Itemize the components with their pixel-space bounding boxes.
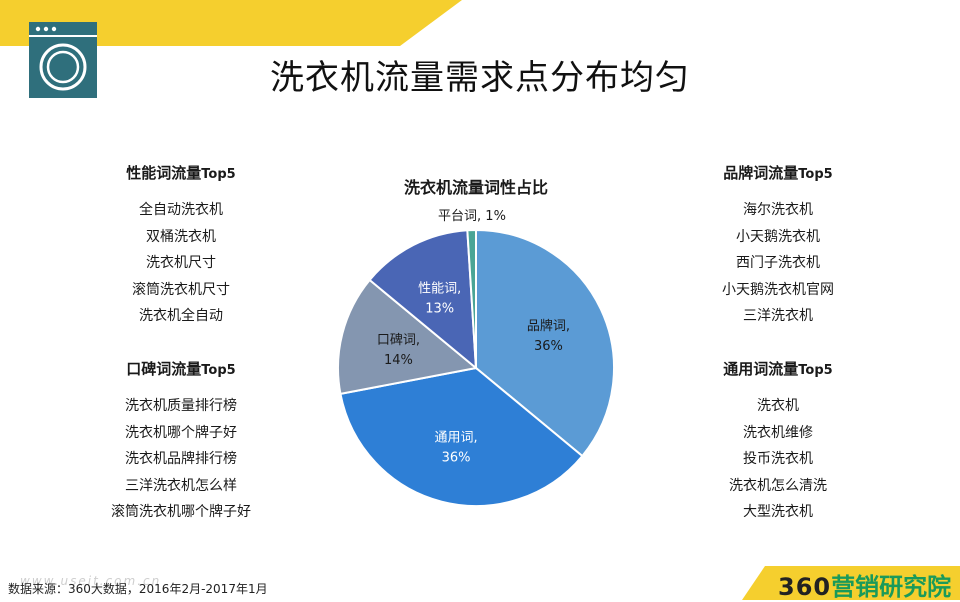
page-title: 洗衣机流量需求点分布均匀 (270, 58, 690, 98)
general-heading-suffix: Top5 (798, 363, 833, 378)
performance-heading-suffix: Top5 (201, 167, 236, 182)
list-item: 全自动洗衣机 (139, 202, 223, 218)
pie-slice-0 (475, 228, 615, 458)
chart-title: 洗衣机流量词性占比 (404, 178, 548, 197)
list-item: 洗衣机哪个牌子好 (125, 424, 237, 441)
brand-heading-suffix: Top5 (798, 167, 833, 182)
washing-machine-icon (29, 26, 97, 91)
pie-slice-4 (466, 228, 477, 369)
brand-name: 营销研究院 (831, 573, 952, 601)
list-item: 洗衣机品牌排行榜 (125, 451, 237, 467)
pie-slice-3 (368, 229, 478, 371)
list-item: 西门子洗衣机 (736, 255, 820, 271)
slice-value-label: 13% (425, 302, 454, 317)
list-item: 海尔洗衣机 (743, 202, 813, 218)
slice-category-label: 通用词, (435, 431, 478, 446)
pie-slice-2 (337, 278, 479, 396)
pie-slice-1 (339, 366, 584, 507)
list-item: 洗衣机 (757, 398, 799, 414)
brand-logo: 360营销研究院 (778, 567, 951, 602)
slice-category-label: 品牌词, (527, 318, 570, 334)
general-heading-text: 通用词流量 (723, 360, 799, 378)
reputation-list-heading: 口碑词流量Top5 (81, 358, 281, 379)
reputation-list: 口碑词流量Top5 洗衣机质量排行榜 洗衣机哪个牌子好 洗衣机品牌排行榜 三洋洗… (81, 358, 281, 526)
list-item: 滚筒洗衣机尺寸 (132, 281, 230, 298)
slice-value-label: 36% (442, 451, 471, 466)
pie-labels: 品牌词, 36% 通用词, 36% 口碑词, 14% 性能词, 13% 平台词, 1% (377, 209, 570, 466)
reputation-heading-text: 口碑词流量 (126, 360, 202, 378)
brand-heading-text: 品牌词流量 (723, 164, 799, 182)
slice-category-label: 性能词, (418, 282, 461, 297)
pie-slices (337, 228, 615, 507)
reputation-heading-suffix: Top5 (201, 363, 236, 378)
top-accent-shape (0, 0, 462, 46)
watermark: www.useit.com.cn (20, 574, 162, 588)
list-item: 小天鹅洗衣机 (736, 228, 820, 245)
list-item: 滚筒洗衣机哪个牌子好 (111, 504, 251, 520)
performance-heading-text: 性能词流量 (126, 164, 202, 182)
list-item: 三洋洗衣机 (743, 308, 813, 324)
general-list-heading: 通用词流量Top5 (678, 358, 878, 379)
list-item: 洗衣机质量排行榜 (125, 398, 237, 414)
list-item: 三洋洗衣机怎么样 (125, 477, 237, 494)
performance-list-heading: 性能词流量Top5 (81, 162, 281, 183)
list-item: 洗衣机维修 (743, 424, 813, 441)
list-item: 大型洗衣机 (743, 504, 813, 520)
slice-value-label: 14% (384, 353, 413, 368)
list-item: 双桶洗衣机 (146, 228, 216, 245)
brand-list-heading: 品牌词流量Top5 (678, 162, 878, 183)
general-list: 通用词流量Top5 洗衣机 洗衣机维修 投币洗衣机 洗衣机怎么清洗 大型洗衣机 (678, 358, 878, 526)
washing-machine-logo (29, 22, 97, 98)
brand-list: 品牌词流量Top5 海尔洗衣机 小天鹅洗衣机 西门子洗衣机 小天鹅洗衣机官网 三… (678, 162, 878, 330)
slice-outside-label: 平台词, 1% (438, 209, 506, 224)
brand-number: 360 (778, 573, 832, 601)
list-item: 投币洗衣机 (743, 451, 813, 467)
performance-list: 性能词流量Top5 全自动洗衣机 双桶洗衣机 洗衣机尺寸 滚筒洗衣机尺寸 洗衣机… (81, 162, 281, 330)
data-source: 数据来源：360大数据，2016年2月-2017年1月 (8, 582, 268, 596)
brand-accent-shape (742, 566, 960, 600)
list-item: 洗衣机怎么清洗 (729, 477, 827, 494)
slice-category-label: 口碑词, (377, 332, 420, 348)
list-item: 洗衣机全自动 (139, 308, 223, 324)
list-item: 洗衣机尺寸 (146, 255, 216, 271)
list-item: 小天鹅洗衣机官网 (722, 281, 834, 298)
slice-value-label: 36% (534, 339, 563, 354)
